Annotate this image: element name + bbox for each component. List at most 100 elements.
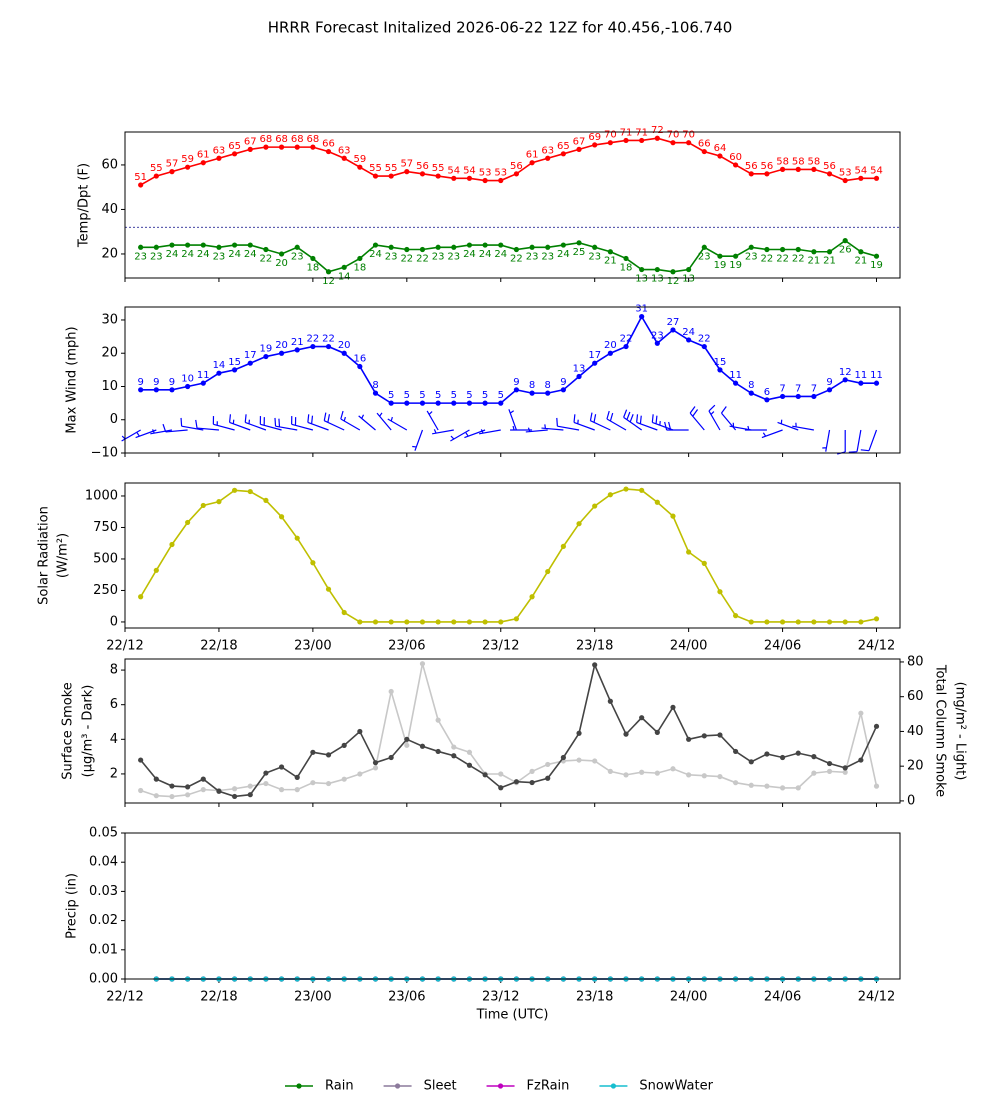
data-point [341, 609, 347, 616]
data-point [372, 173, 379, 179]
data-point [607, 249, 613, 255]
data-point [779, 166, 786, 172]
data-point [357, 363, 363, 370]
data-point [795, 166, 801, 172]
data-label: 19 [870, 260, 883, 271]
data-point [216, 499, 222, 505]
data-point [294, 535, 300, 541]
data-point [873, 616, 880, 622]
data-point [278, 251, 285, 257]
x-tick-label: 24/06 [764, 990, 801, 1005]
data-label: 14 [338, 271, 351, 282]
data-point [576, 240, 582, 246]
data-point [717, 153, 723, 159]
data-point [858, 619, 864, 625]
wind-barb [291, 416, 314, 431]
data-label: 58 [792, 156, 805, 167]
data-point [654, 135, 660, 141]
data-label: 58 [776, 156, 789, 167]
data-label: 56 [416, 161, 429, 172]
legend-marker [296, 1083, 302, 1089]
data-point [200, 160, 206, 166]
data-label: 13 [635, 274, 648, 285]
data-point [545, 775, 551, 781]
data-point [639, 715, 645, 721]
wind-barb [848, 429, 862, 453]
data-point [623, 137, 629, 144]
data-label: 13 [573, 364, 586, 375]
data-point [858, 249, 864, 255]
data-label: 72 [651, 125, 664, 136]
data-point [607, 350, 613, 356]
data-point [701, 560, 707, 566]
data-point [686, 736, 692, 742]
data-point [404, 400, 410, 406]
data-label: 13 [682, 274, 695, 285]
wind-barb [623, 409, 643, 431]
data-point [231, 151, 238, 157]
data-label: 68 [307, 134, 320, 145]
data-label: 23 [541, 251, 554, 262]
y-axis-label: Precip (in) [65, 873, 80, 939]
wind-barb [777, 419, 799, 431]
data-label: 56 [510, 161, 523, 172]
data-label: 19 [260, 344, 273, 355]
data-label: 24 [494, 249, 507, 260]
y-tick-label: 0 [110, 614, 118, 629]
data-label: 55 [385, 163, 398, 174]
data-point [153, 387, 159, 393]
data-label: 58 [808, 156, 821, 167]
data-point [701, 343, 707, 350]
data-point [482, 619, 488, 625]
y-axis-label: Max Wind (mph) [65, 326, 80, 433]
data-point [482, 772, 488, 778]
data-label: 55 [432, 163, 445, 174]
data-label: 22 [776, 254, 789, 265]
x-tick-label: 23/18 [576, 990, 613, 1005]
data-point [451, 619, 457, 625]
data-label: 18 [307, 262, 320, 273]
data-point [419, 400, 426, 406]
x-tick-label: 22/12 [106, 990, 143, 1005]
data-point [185, 792, 191, 798]
data-label: 9 [137, 377, 143, 388]
data-point [435, 619, 441, 625]
data-point [607, 768, 613, 774]
data-point [779, 246, 786, 253]
data-point [357, 619, 363, 625]
y-axis-label: Temp/Dpt (F) [77, 163, 92, 248]
data-point [623, 255, 629, 262]
data-label: 21 [854, 256, 867, 267]
legend-marker [497, 1083, 504, 1089]
data-point [576, 146, 582, 152]
y-tick-label: 0.05 [89, 826, 118, 841]
data-point [670, 269, 676, 275]
plot-frame [124, 832, 901, 980]
data-point [294, 244, 300, 250]
x-tick-label: 23/12 [482, 990, 519, 1005]
wind-barb [664, 421, 689, 431]
chart-title: HRRR Forecast Initalized 2026-06-22 12Z … [268, 19, 733, 37]
data-point [826, 619, 833, 625]
wind-barb [573, 414, 595, 431]
wind-barb [426, 410, 439, 431]
data-point [341, 350, 347, 356]
data-point [717, 589, 723, 595]
data-point [733, 748, 739, 755]
series-line [140, 137, 877, 186]
wind-barb [307, 414, 329, 431]
wind-barb [212, 416, 235, 431]
data-point [686, 266, 692, 273]
data-point [733, 780, 739, 786]
data-label: 61 [526, 150, 539, 161]
data-label: 61 [197, 150, 210, 161]
data-point [639, 487, 645, 493]
data-label: 23 [432, 251, 445, 262]
x-tick-label: 22/18 [200, 639, 237, 654]
data-point [231, 786, 238, 792]
x-axis-label: Time (UTC) [476, 1008, 549, 1023]
data-point [873, 175, 880, 181]
data-point [529, 779, 535, 786]
data-point [451, 753, 457, 759]
data-point [733, 613, 739, 619]
